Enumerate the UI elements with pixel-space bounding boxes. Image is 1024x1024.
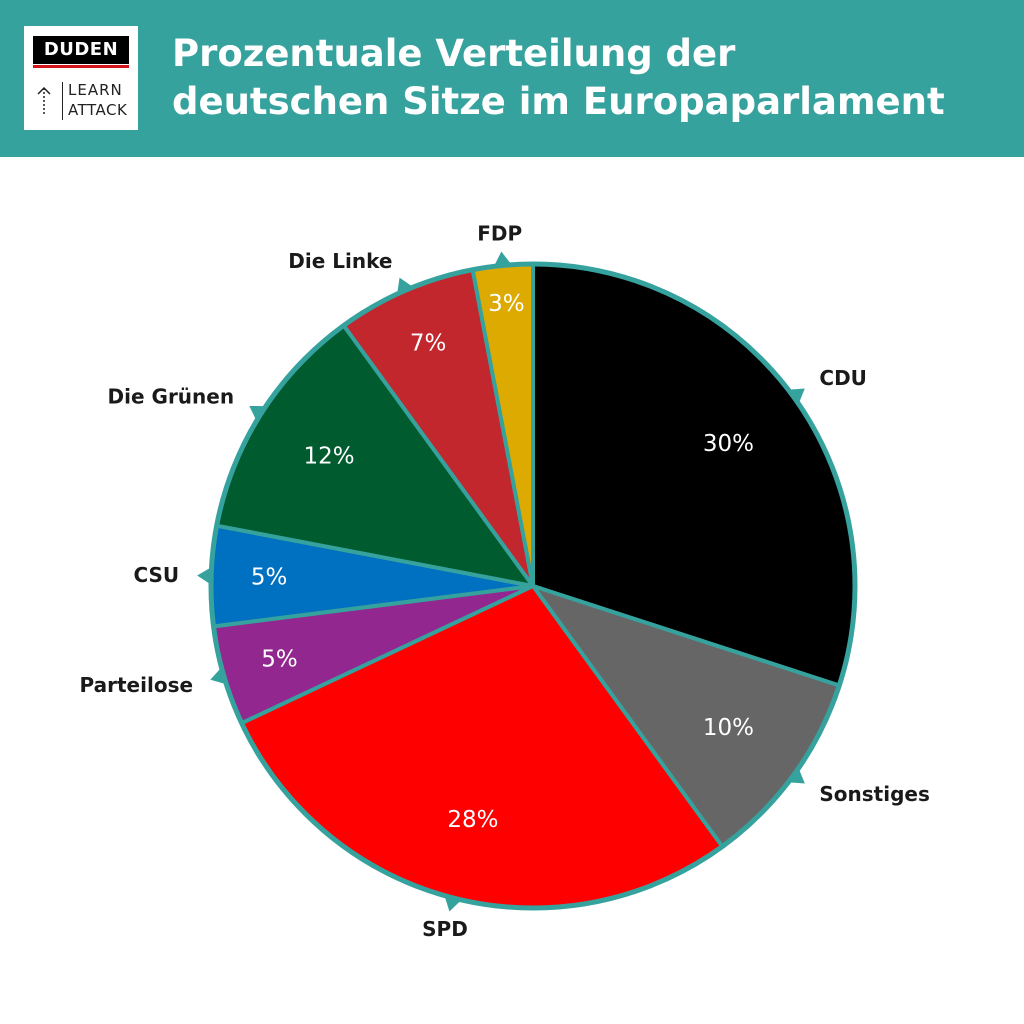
pie-value-label-die-gruenen: 12% [304, 444, 355, 470]
pie-category-label-spd: SPD [422, 917, 468, 941]
pie-category-label-die-gruenen: Die Grünen [108, 384, 235, 408]
pie-value-label-fdp: 3% [488, 291, 525, 317]
logo-line-learn: LEARN [68, 81, 123, 99]
pie-category-label-parteilose: Parteilose [80, 673, 194, 697]
header-banner: DUDEN LEARN ATTACK Prozentuale Verteilun… [0, 0, 1024, 157]
pie-value-label-cdu: 30% [703, 431, 754, 457]
pie-value-label-die-linke: 7% [410, 331, 447, 357]
pie-value-label-csu: 5% [251, 565, 288, 591]
pie-category-label-csu: CSU [133, 563, 179, 587]
chart-title-line-2: deutschen Sitze im Europaparlament [172, 80, 945, 123]
arrow-up-icon [37, 86, 51, 116]
pie-category-label-sonstiges: Sonstiges [819, 782, 930, 806]
logo-line-attack: ATTACK [68, 101, 128, 119]
duden-learnattack-logo: DUDEN LEARN ATTACK [24, 26, 138, 130]
chart-title: Prozentuale Verteilung der deutschen Sit… [172, 30, 1002, 126]
pie-outer-ring [208, 261, 858, 911]
logo-brand: DUDEN [33, 36, 129, 68]
pie-category-label-cdu: CDU [819, 366, 867, 390]
pie-category-label-die-linke: Die Linke [288, 249, 392, 273]
pie-value-label-parteilose: 5% [261, 647, 298, 673]
logo-separator [62, 82, 63, 120]
pie-category-label-fdp: FDP [477, 222, 522, 246]
pie-value-label-spd: 28% [447, 807, 498, 833]
pie-value-label-sonstiges: 10% [703, 715, 754, 741]
chart-title-line-1: Prozentuale Verteilung der [172, 32, 736, 75]
